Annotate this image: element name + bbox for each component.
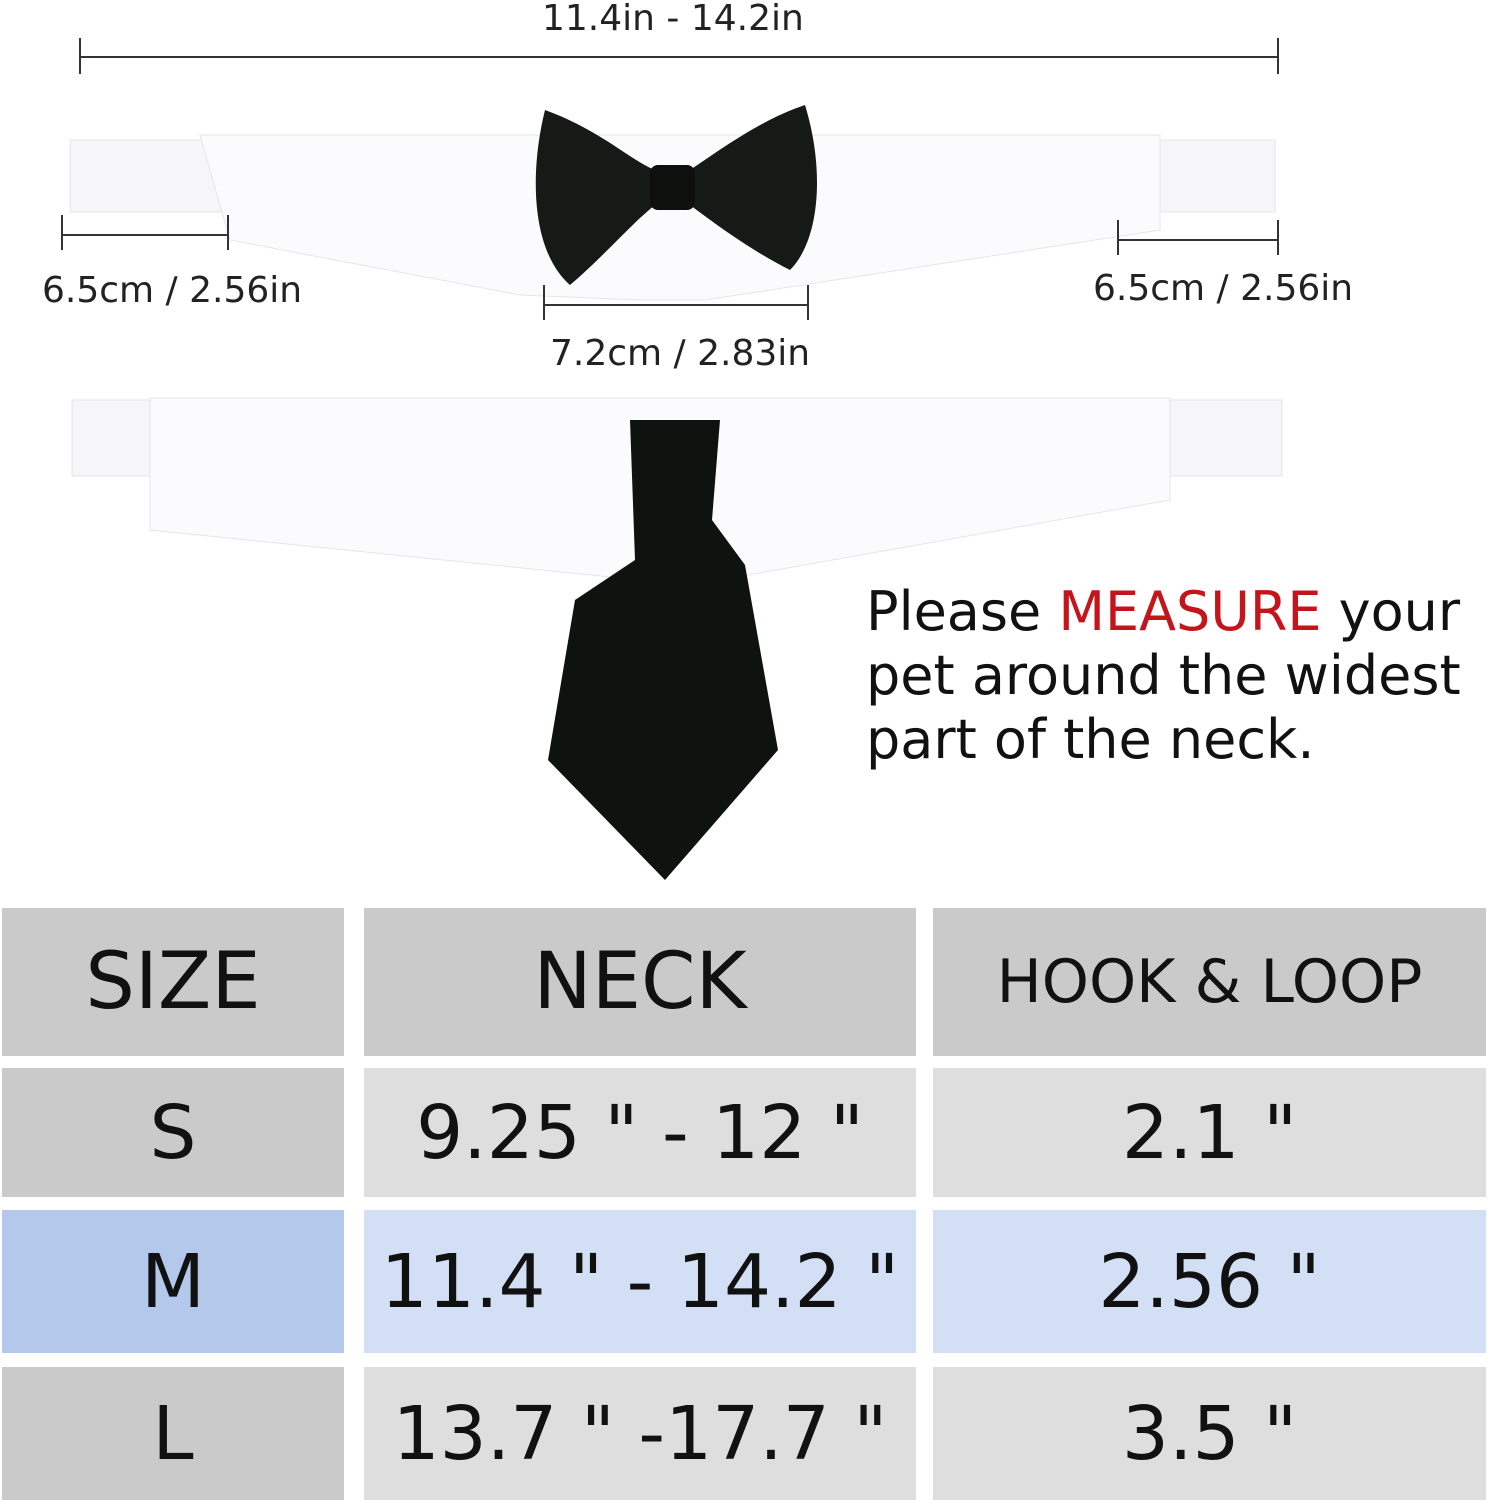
row-m-size: M xyxy=(2,1210,344,1353)
row-l-hook: 3.5 " xyxy=(933,1367,1486,1500)
product-illustration xyxy=(61,38,1283,880)
left-strap-label: 6.5cm / 2.56in xyxy=(42,270,303,311)
row-m-hook: 2.56 " xyxy=(933,1210,1486,1353)
measure-note: Please MEASURE your pet around the wides… xyxy=(866,580,1461,771)
necktie-collar xyxy=(71,397,1283,880)
center-gap-label: 7.2cm / 2.83in xyxy=(550,333,811,374)
measure-highlight: MEASURE xyxy=(1058,580,1322,643)
row-l-neck: 13.7 " -17.7 " xyxy=(364,1367,916,1500)
total-length-label: 11.4in - 14.2in xyxy=(542,0,804,39)
row-s-size: S xyxy=(2,1068,344,1197)
right-strap-label: 6.5cm / 2.56in xyxy=(1093,268,1354,309)
header-hook-loop: HOOK & LOOP xyxy=(933,908,1486,1056)
row-m-neck: 11.4 " - 14.2 " xyxy=(364,1210,916,1353)
row-s-neck: 9.25 " - 12 " xyxy=(364,1068,916,1197)
header-size: SIZE xyxy=(2,908,344,1056)
row-s-hook: 2.1 " xyxy=(933,1068,1486,1197)
header-neck: NECK xyxy=(364,908,916,1056)
strap-measure-lines xyxy=(61,215,1279,320)
row-l-size: L xyxy=(2,1367,344,1500)
total-length-line xyxy=(79,38,1279,74)
bow-tie-collar xyxy=(69,105,1276,301)
